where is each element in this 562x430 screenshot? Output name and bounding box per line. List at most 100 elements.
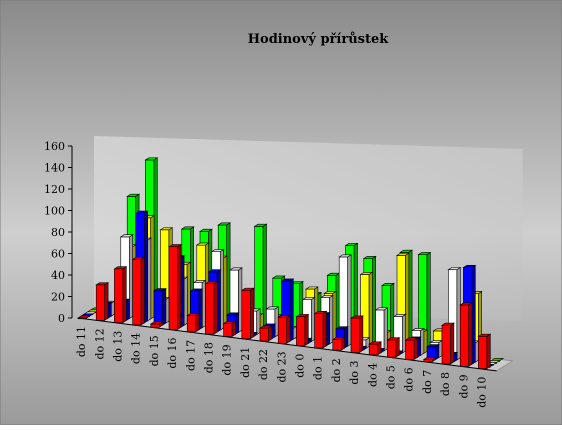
bar — [240, 287, 255, 340]
bar — [417, 251, 432, 352]
bar-side — [416, 336, 422, 358]
bar-front — [387, 339, 397, 358]
bar — [258, 325, 273, 342]
x-tick-label: do 8 — [439, 372, 452, 396]
bar-top — [95, 282, 110, 286]
bar-top — [338, 254, 353, 258]
bar-side — [368, 271, 373, 348]
bar-top — [144, 157, 159, 161]
bar-top — [217, 222, 232, 226]
y-tick-label: 20 — [51, 291, 65, 304]
bar — [349, 315, 364, 354]
x-tick-label: do 9 — [457, 374, 470, 398]
bar-side — [329, 294, 334, 345]
bar-side — [104, 282, 109, 321]
bar — [152, 288, 167, 326]
bar-side — [274, 306, 279, 338]
x-tick-label: do 18 — [203, 342, 216, 373]
bar-top — [304, 286, 319, 290]
bar-top — [186, 313, 201, 316]
bar-top — [126, 193, 141, 197]
y-tick-label: 160 — [44, 140, 65, 153]
x-tick-label: do 4 — [366, 363, 379, 387]
bar-top — [422, 357, 437, 360]
bar-side — [408, 249, 413, 350]
bar-side — [383, 307, 388, 352]
bar-top — [417, 252, 432, 255]
bar-side — [468, 302, 473, 367]
bar-side — [223, 255, 228, 329]
bar-side — [413, 337, 418, 360]
bar-side — [310, 296, 316, 343]
bar-side — [359, 315, 364, 354]
x-tick-label: do 1 — [312, 356, 325, 380]
bar-top — [301, 297, 316, 300]
x-tick-label: do 19 — [221, 344, 234, 375]
bar-top — [198, 228, 213, 232]
bar-front — [296, 316, 306, 346]
bar-front — [441, 324, 451, 365]
bar-top — [399, 249, 414, 253]
bar-side — [405, 252, 410, 352]
bar-side — [180, 254, 185, 329]
x-tick-label: do 16 — [166, 338, 179, 369]
bar-top — [462, 265, 477, 268]
x-tick-label: do 5 — [385, 365, 398, 389]
bar-front — [332, 339, 342, 351]
x-tick-label: do 14 — [130, 333, 143, 364]
x-tick-label: do 17 — [184, 340, 197, 371]
bar — [477, 333, 492, 370]
bar-front — [241, 290, 251, 340]
bar-side — [177, 243, 182, 331]
bar-top — [386, 337, 401, 341]
bar-top — [295, 314, 310, 317]
bar-front — [405, 339, 415, 360]
bar-side — [395, 337, 400, 358]
bar-side — [325, 311, 331, 347]
bar-side — [420, 327, 425, 356]
bar-side — [250, 287, 254, 340]
bar-top — [459, 302, 474, 306]
bar-top — [277, 314, 292, 318]
bar-side — [474, 340, 479, 363]
bar-side — [401, 313, 407, 354]
bar-side — [371, 255, 377, 346]
x-tick-label: do 13 — [112, 331, 125, 362]
bar-side — [216, 269, 221, 333]
bar-front — [259, 327, 269, 342]
bar — [313, 310, 328, 349]
bar-side — [198, 288, 203, 331]
x-tick-label: do 7 — [421, 370, 434, 394]
bar-front — [478, 336, 488, 369]
bar — [95, 282, 110, 321]
y-tick-label: 100 — [44, 205, 65, 218]
y-tick-label: 140 — [44, 162, 65, 175]
bar-side — [195, 312, 200, 333]
bar-top — [313, 310, 328, 314]
bar-front — [277, 317, 288, 344]
bar-top — [134, 210, 149, 214]
bar-top — [362, 255, 377, 259]
bar-side — [262, 223, 267, 332]
bar-top — [359, 271, 374, 275]
bar-top — [447, 267, 462, 271]
bar-top — [395, 252, 410, 256]
bar-top — [228, 267, 243, 271]
bar — [422, 356, 437, 363]
x-tick-label: do 22 — [257, 349, 270, 380]
x-tick-label: do 21 — [239, 347, 252, 378]
bar-side — [238, 267, 243, 333]
bar-top — [189, 288, 204, 292]
bar-side — [332, 290, 337, 343]
bar-side — [110, 300, 115, 317]
bar-side — [226, 222, 231, 327]
bar — [277, 314, 292, 344]
x-tick-label: do 12 — [93, 328, 106, 359]
bar — [186, 312, 201, 333]
bar-top — [425, 344, 440, 348]
bar-side — [183, 276, 188, 327]
bar-top — [280, 278, 295, 282]
bar-top — [404, 337, 419, 341]
bar-front — [168, 246, 178, 330]
bar — [265, 306, 280, 338]
